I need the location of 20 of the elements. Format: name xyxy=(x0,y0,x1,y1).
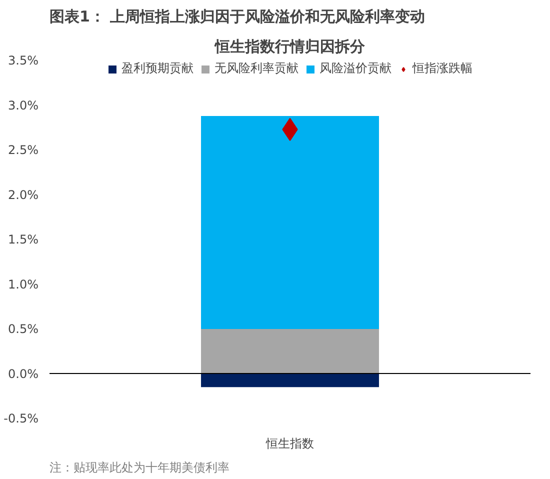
y-tick-label: 0.5% xyxy=(8,322,39,336)
legend-label: 恒指涨跌幅 xyxy=(412,60,472,77)
legend-label: 无风险利率贡献 xyxy=(214,60,298,77)
chart-subtitle: 恒生指数行情归因拆分 xyxy=(214,38,366,56)
y-tick-label: 2.0% xyxy=(8,188,39,202)
y-tick-label: 0.0% xyxy=(8,366,39,381)
x-tick-label: 恒生指数 xyxy=(265,436,314,450)
y-tick-label: -0.5% xyxy=(4,412,39,426)
y-tick-label: 2.5% xyxy=(8,143,39,157)
y-tick-label: 1.5% xyxy=(8,232,39,246)
bar xyxy=(201,374,379,388)
y-tick-label: 3.0% xyxy=(8,98,39,112)
legend-label: 风险溢价贡献 xyxy=(320,60,392,77)
y-tick-label: 1.0% xyxy=(8,277,39,292)
bar xyxy=(201,116,379,329)
bar xyxy=(201,329,379,374)
chart-title: 图表1： 上周恒指上涨归因于风险溢价和无风险利率变动 xyxy=(50,8,426,26)
text: 注：贴现率此处为十年期美债利率 xyxy=(50,460,230,474)
legend-label: 盈利预期贡献 xyxy=(122,60,194,77)
y-tick-label: 3.5% xyxy=(8,54,39,68)
